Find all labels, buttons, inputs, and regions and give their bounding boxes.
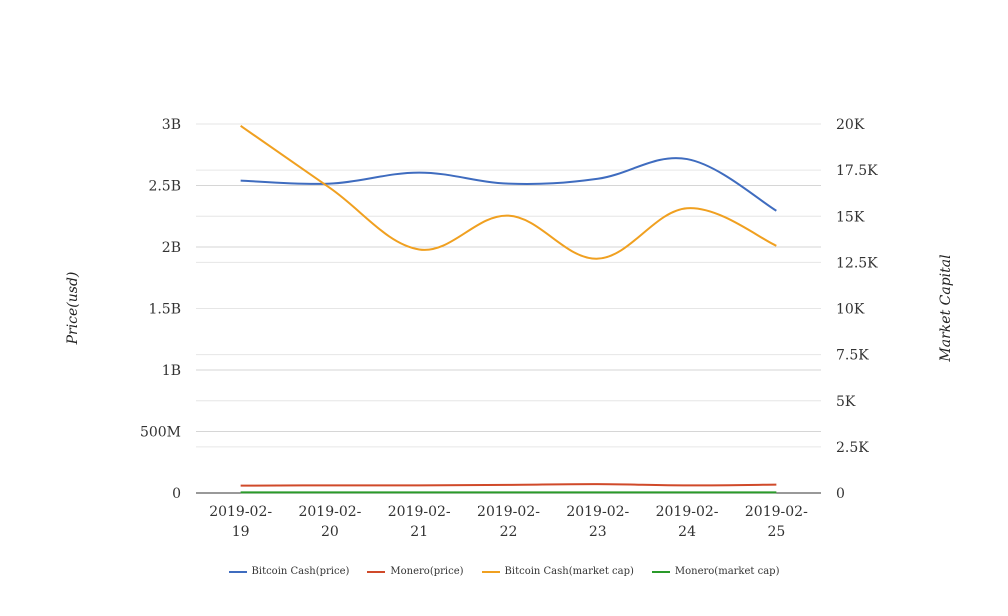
legend-label: Monero(price)	[390, 566, 464, 577]
right-tick-label: 5K	[836, 394, 856, 410]
line-chart: 0 500M 1B 1.5B 2B 2.5B 3B 0 2.5K 5K 7.5K 10K 12.5K 1…	[65, 117, 954, 540]
right-tick-label: 20K	[836, 117, 865, 133]
left-tick-label: 1.5B	[148, 302, 181, 318]
legend-swatch	[651, 570, 670, 573]
x-tick-label: 2019-02-22	[477, 504, 540, 540]
left-tick-label: 2.5B	[148, 179, 181, 195]
series-line-bitcoin-cash-market-cap	[240, 125, 777, 260]
right-tick-label: 2.5K	[836, 440, 869, 456]
x-tick-label: 2019-02-20	[298, 504, 361, 540]
right-tick-label: 12.5K	[836, 255, 878, 271]
series-line-bitcoin-cash-price	[240, 157, 777, 212]
right-tick-label: 0	[836, 486, 845, 502]
left-axis-title: Price(usd)	[65, 272, 81, 346]
legend-item-bitcoin-cash-market-cap[interactable]: Bitcoin Cash(market cap)	[481, 566, 634, 577]
legend-swatch	[367, 570, 386, 573]
legend-label: Monero(market cap)	[674, 566, 780, 577]
legend: Bitcoin Cash(price) Monero(price) Bitcoin …	[0, 566, 1008, 577]
series-lines	[240, 125, 777, 494]
x-tick-label: 2019-02-19	[209, 504, 272, 540]
left-tick-label: 2B	[162, 240, 181, 256]
x-tick-label: 2019-02-24	[656, 504, 719, 540]
legend-swatch	[481, 570, 500, 573]
right-tick-label: 10K	[836, 302, 865, 318]
legend-item-bitcoin-cash-price[interactable]: Bitcoin Cash(price)	[228, 566, 350, 577]
grid-lines	[196, 123, 821, 494]
series-line-monero-price	[240, 483, 777, 487]
right-tick-label: 7.5K	[836, 348, 869, 364]
legend-swatch	[228, 570, 247, 573]
right-tick-label: 15K	[836, 209, 865, 225]
x-axis-ticks: 2019-02-19 2019-02-20 2019-02-21 2019-02-22…	[209, 504, 808, 540]
left-tick-label: 3B	[162, 117, 181, 133]
legend-label: Bitcoin Cash(market cap)	[504, 566, 634, 577]
left-axis-ticks: 0 500M 1B 1.5B 2B 2.5B 3B	[140, 117, 181, 502]
legend-item-monero-market-cap[interactable]: Monero(market cap)	[651, 566, 780, 577]
legend-label: Bitcoin Cash(price)	[251, 566, 350, 577]
legend-item-monero-price[interactable]: Monero(price)	[367, 566, 464, 577]
right-tick-label: 17.5K	[836, 163, 878, 179]
x-tick-label: 2019-02-23	[566, 504, 629, 540]
x-tick-label: 2019-02-25	[745, 504, 808, 540]
x-tick-label: 2019-02-21	[388, 504, 451, 540]
left-tick-label: 0	[172, 486, 181, 502]
right-axis-ticks: 0 2.5K 5K 7.5K 10K 12.5K 15K 17.5K 20K	[836, 117, 878, 502]
left-tick-label: 1B	[162, 363, 181, 379]
right-axis-title: Market Capital	[938, 254, 954, 362]
left-tick-label: 500M	[140, 425, 181, 441]
